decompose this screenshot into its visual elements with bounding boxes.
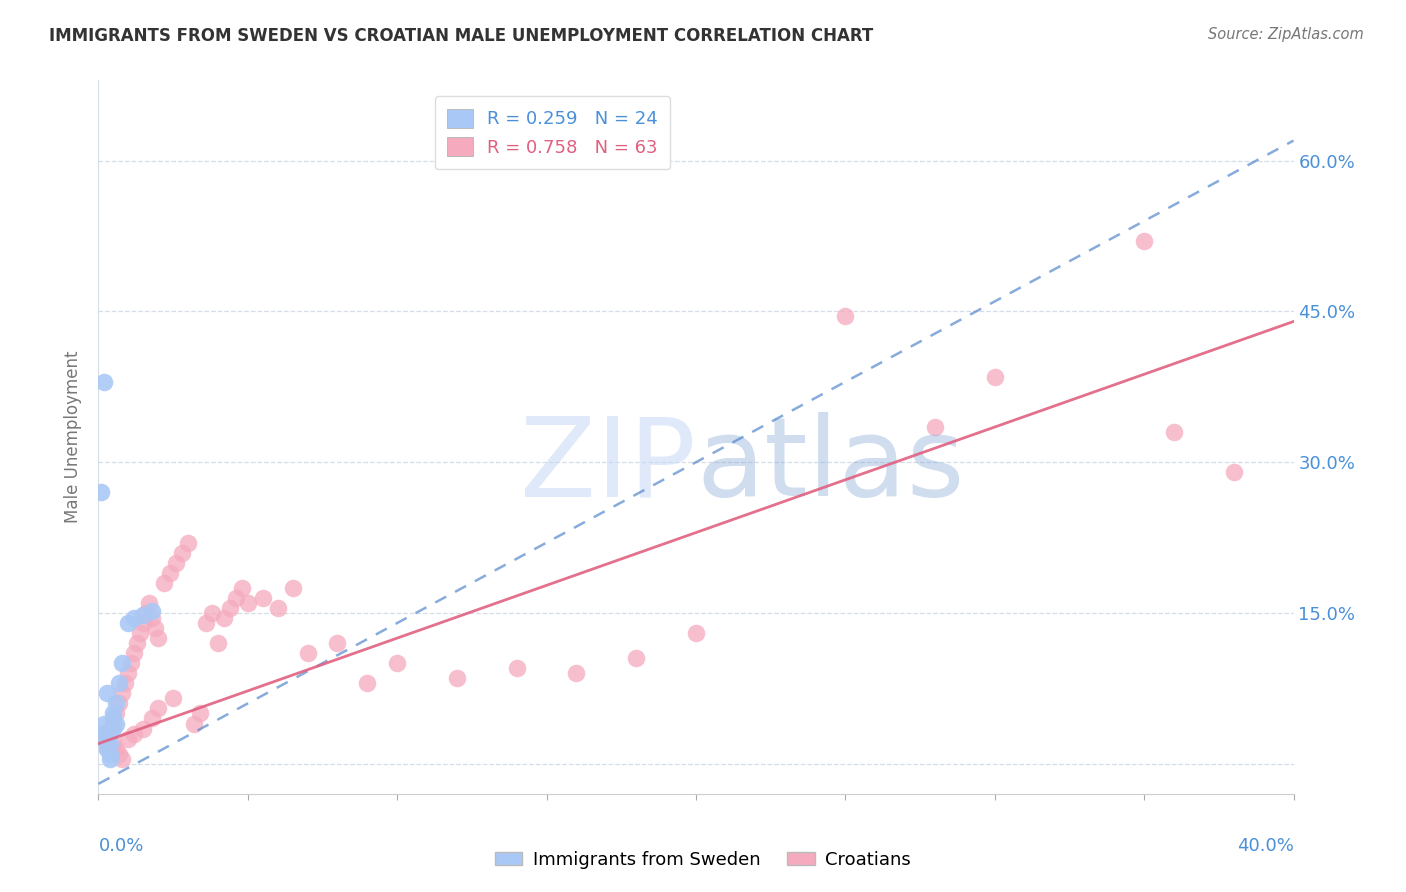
Y-axis label: Male Unemployment: Male Unemployment xyxy=(65,351,83,524)
Point xyxy=(124,611,146,625)
Point xyxy=(117,731,139,746)
Point xyxy=(103,722,125,736)
Point xyxy=(127,636,149,650)
Point xyxy=(96,741,118,756)
Point xyxy=(132,722,155,736)
Legend: R = 0.259   N = 24, R = 0.758   N = 63: R = 0.259 N = 24, R = 0.758 N = 63 xyxy=(434,96,671,169)
Point xyxy=(96,737,118,751)
Point xyxy=(183,716,205,731)
Point xyxy=(153,575,176,590)
Point xyxy=(231,581,253,595)
Point xyxy=(1133,234,1156,248)
Point xyxy=(188,706,211,721)
Point xyxy=(96,726,118,740)
Point xyxy=(924,420,946,434)
Point xyxy=(132,607,155,622)
Point xyxy=(1223,465,1246,479)
Point xyxy=(143,621,166,635)
Point xyxy=(252,591,274,605)
Point xyxy=(90,737,112,751)
Point xyxy=(172,546,194,560)
Legend: Immigrants from Sweden, Croatians: Immigrants from Sweden, Croatians xyxy=(488,844,918,876)
Point xyxy=(236,596,259,610)
Point xyxy=(141,611,163,625)
Point xyxy=(201,606,224,620)
Point xyxy=(103,737,125,751)
Text: atlas: atlas xyxy=(696,412,965,519)
Point xyxy=(103,716,125,731)
Point xyxy=(105,741,128,756)
Text: ZIP: ZIP xyxy=(520,412,696,519)
Point xyxy=(93,375,115,389)
Point xyxy=(356,676,378,690)
Point xyxy=(111,752,134,766)
Point xyxy=(834,310,856,324)
Point xyxy=(98,726,122,740)
Point xyxy=(124,726,146,740)
Text: 0.0%: 0.0% xyxy=(98,837,143,855)
Point xyxy=(93,731,115,746)
Point xyxy=(90,485,112,500)
Point xyxy=(93,731,115,746)
Point xyxy=(506,661,529,675)
Point xyxy=(141,711,163,725)
Point xyxy=(105,716,128,731)
Point xyxy=(108,676,131,690)
Point xyxy=(114,676,136,690)
Point xyxy=(96,686,118,700)
Point xyxy=(141,604,163,618)
Point xyxy=(207,636,229,650)
Point xyxy=(148,631,170,645)
Point xyxy=(111,657,134,671)
Point xyxy=(138,596,160,610)
Point xyxy=(1163,425,1185,439)
Point xyxy=(297,646,319,660)
Point xyxy=(132,615,155,630)
Point xyxy=(105,706,128,721)
Point xyxy=(626,651,648,665)
Point xyxy=(103,711,125,725)
Point xyxy=(385,657,409,671)
Point xyxy=(108,697,131,711)
Point xyxy=(195,615,218,630)
Point xyxy=(129,626,152,640)
Point xyxy=(98,752,122,766)
Point xyxy=(117,615,139,630)
Point xyxy=(148,701,170,715)
Point xyxy=(165,556,187,570)
Point xyxy=(90,726,112,740)
Point xyxy=(162,691,184,706)
Point xyxy=(135,606,157,620)
Point xyxy=(105,697,128,711)
Point xyxy=(225,591,247,605)
Point xyxy=(326,636,349,650)
Point xyxy=(159,566,181,580)
Point xyxy=(108,747,131,761)
Point xyxy=(446,671,468,685)
Point xyxy=(103,706,125,721)
Text: IMMIGRANTS FROM SWEDEN VS CROATIAN MALE UNEMPLOYMENT CORRELATION CHART: IMMIGRANTS FROM SWEDEN VS CROATIAN MALE … xyxy=(49,27,873,45)
Point xyxy=(120,657,142,671)
Point xyxy=(98,747,122,761)
Point xyxy=(685,626,707,640)
Point xyxy=(124,646,146,660)
Text: Source: ZipAtlas.com: Source: ZipAtlas.com xyxy=(1208,27,1364,42)
Point xyxy=(281,581,304,595)
Point xyxy=(565,666,588,681)
Point xyxy=(98,737,122,751)
Text: 40.0%: 40.0% xyxy=(1237,837,1294,855)
Point xyxy=(984,369,1007,384)
Point xyxy=(117,666,139,681)
Point xyxy=(219,601,242,615)
Point xyxy=(96,731,118,746)
Point xyxy=(212,611,235,625)
Point xyxy=(111,686,134,700)
Point xyxy=(98,722,122,736)
Point xyxy=(177,535,200,549)
Point xyxy=(93,716,115,731)
Point xyxy=(267,601,290,615)
